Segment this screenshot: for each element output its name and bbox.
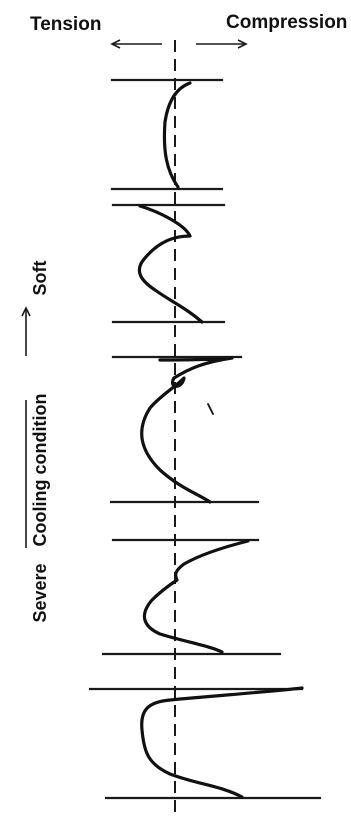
stress-profile-4 <box>101 538 282 656</box>
profile-5-curve <box>140 686 304 799</box>
cooling-condition-label: Cooling condition <box>30 394 50 547</box>
stress-profile-5 <box>88 686 322 800</box>
profile-3-curve <box>140 356 234 504</box>
stress-profile-1 <box>110 78 224 191</box>
cooling-condition-axis: Severe Cooling condition Soft <box>30 261 50 623</box>
cooling-arrow <box>21 306 31 548</box>
profile-1-curve <box>162 81 192 189</box>
compression-arrow <box>196 39 248 49</box>
profile-4-curve <box>142 539 250 654</box>
tension-arrow <box>110 39 162 49</box>
profile-2-curve <box>137 204 204 324</box>
severe-label: Severe <box>30 563 50 622</box>
tension-label: Tension <box>30 14 101 35</box>
soft-label: Soft <box>30 261 50 296</box>
compression-label: Compression <box>226 12 347 33</box>
specimen-tick-mark <box>207 403 214 415</box>
stress-profile-2 <box>111 203 226 324</box>
stress-profile-3 <box>109 355 260 504</box>
